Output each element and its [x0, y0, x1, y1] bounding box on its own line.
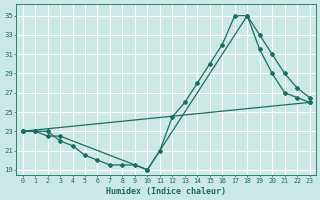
X-axis label: Humidex (Indice chaleur): Humidex (Indice chaleur) — [106, 187, 226, 196]
